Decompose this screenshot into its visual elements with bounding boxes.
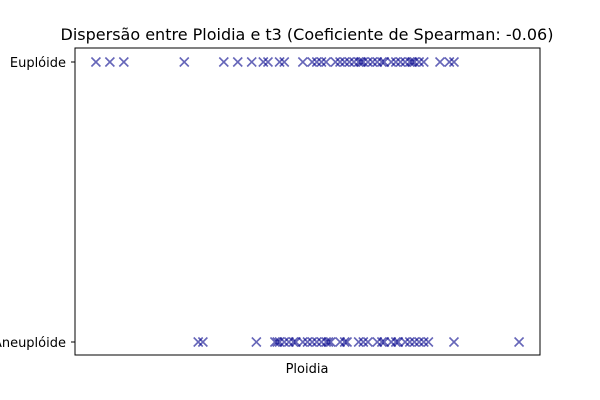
data-point-aneuploide-11 — [302, 336, 313, 348]
data-point-aneuploide-28 — [390, 336, 401, 348]
x-axis-label: Ploidia — [286, 362, 329, 377]
data-point-aneuploide-8 — [288, 336, 299, 348]
data-point-aneuploide-1 — [197, 336, 208, 348]
chart-title: Dispersão entre Ploidia e t3 (Coeficient… — [61, 25, 554, 44]
data-point-euploide-2 — [118, 56, 129, 68]
data-point-euploide-11 — [297, 56, 308, 68]
data-point-euploide-21 — [353, 56, 364, 68]
data-point-euploide-8 — [262, 56, 274, 68]
data-point-aneuploide-10 — [297, 336, 308, 348]
data-point-aneuploide-2 — [251, 336, 262, 348]
data-point-euploide-33 — [404, 56, 415, 68]
data-point-euploide-31 — [395, 56, 406, 68]
y-tick-label-aneuploide: Aneuplóide — [0, 336, 66, 351]
data-point-aneuploide-30 — [400, 336, 411, 348]
plot-area — [74, 47, 541, 356]
data-point-aneuploide-34 — [418, 336, 429, 348]
data-point-aneuploide-13 — [311, 336, 322, 348]
data-point-aneuploide-25 — [376, 336, 387, 348]
data-point-aneuploide-21 — [353, 336, 364, 348]
data-point-euploide-38 — [434, 56, 446, 68]
data-point-euploide-16 — [330, 56, 341, 68]
data-point-euploide-24 — [362, 56, 374, 68]
data-point-aneuploide-20 — [341, 336, 353, 348]
data-point-euploide-39 — [444, 56, 455, 68]
data-point-aneuploide-33 — [414, 336, 425, 348]
data-point-aneuploide-35 — [423, 336, 434, 348]
data-point-aneuploide-31 — [404, 336, 415, 348]
data-point-euploide-30 — [390, 56, 401, 68]
y-tick-label-euploide: Euplóide — [10, 56, 66, 71]
data-point-euploide-0 — [90, 56, 101, 68]
data-point-euploide-37 — [418, 56, 429, 68]
y-axis: Euplóide Aneuplóide — [0, 56, 75, 351]
data-point-aneuploide-16 — [323, 336, 334, 348]
data-point-euploide-18 — [339, 56, 350, 68]
data-point-aneuploide-15 — [321, 336, 332, 348]
data-point-aneuploide-6 — [279, 336, 290, 348]
data-point-aneuploide-0 — [193, 336, 204, 348]
data-point-euploide-3 — [179, 56, 190, 68]
data-point-euploide-13 — [311, 56, 322, 68]
data-point-aneuploide-5 — [274, 336, 285, 348]
data-point-aneuploide-22 — [358, 336, 369, 348]
data-point-euploide-35 — [409, 56, 420, 68]
data-point-aneuploide-36 — [448, 336, 460, 348]
data-point-euploide-25 — [367, 56, 378, 68]
data-point-euploide-19 — [344, 56, 355, 68]
data-point-aneuploide-17 — [325, 336, 336, 348]
data-point-euploide-12 — [307, 56, 318, 68]
data-point-euploide-15 — [321, 56, 332, 68]
data-point-euploide-9 — [274, 56, 285, 68]
data-point-euploide-40 — [448, 56, 460, 68]
data-point-aneuploide-37 — [514, 336, 525, 348]
data-point-aneuploide-12 — [307, 336, 318, 348]
data-point-aneuploide-32 — [409, 336, 420, 348]
data-point-euploide-7 — [258, 56, 269, 68]
data-point-euploide-4 — [218, 56, 229, 68]
data-point-aneuploide-19 — [339, 336, 350, 348]
data-point-euploide-10 — [279, 56, 290, 68]
data-points — [90, 56, 525, 348]
data-point-euploide-1 — [104, 56, 115, 68]
data-point-euploide-29 — [386, 56, 397, 68]
data-point-euploide-5 — [232, 56, 243, 68]
data-point-euploide-17 — [334, 56, 346, 68]
data-point-euploide-14 — [316, 56, 327, 68]
data-point-euploide-23 — [358, 56, 369, 68]
data-point-aneuploide-23 — [362, 336, 374, 348]
data-point-aneuploide-3 — [269, 336, 281, 348]
data-point-euploide-6 — [246, 56, 257, 68]
data-point-euploide-27 — [376, 56, 387, 68]
data-point-euploide-36 — [414, 56, 425, 68]
